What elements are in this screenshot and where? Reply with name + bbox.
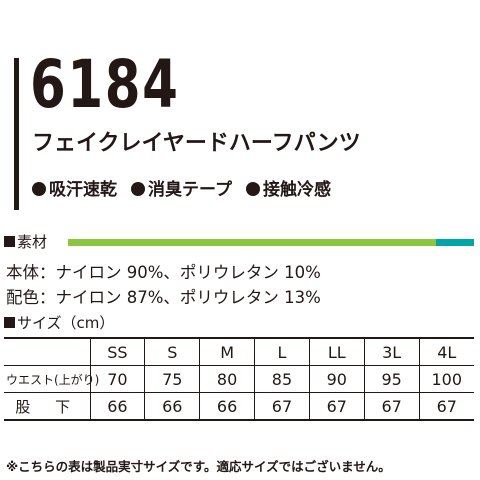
table-header-cell bbox=[4, 337, 90, 366]
table-cell: 66 bbox=[144, 392, 200, 421]
table-cell: 67 bbox=[308, 392, 365, 421]
feature-label: 消臭テープ bbox=[148, 180, 232, 200]
size-heading: サイズ（cm） bbox=[4, 313, 114, 333]
table-row: ウエスト(上がり) 70 75 80 85 90 95 100 bbox=[4, 365, 474, 393]
square-bullet-icon bbox=[4, 317, 15, 328]
table-header-row: SS S M L LL 3L 4L bbox=[4, 337, 474, 366]
table-header-cell: 3L bbox=[363, 337, 420, 366]
material-heading: 素材 bbox=[4, 232, 47, 252]
table-header-cell: LL bbox=[308, 337, 365, 366]
table-cell: 67 bbox=[363, 392, 420, 421]
accent-color-swatch bbox=[436, 239, 474, 246]
table-header-cell: L bbox=[254, 337, 310, 366]
table-cell: 66 bbox=[89, 392, 145, 421]
table-cell: 67 bbox=[418, 392, 474, 421]
row-label-inseam: 股 下 bbox=[4, 392, 90, 421]
feature-item: 接触冷感 bbox=[245, 178, 331, 202]
feature-label: 吸汗速乾 bbox=[49, 180, 117, 200]
feature-item: 吸汗速乾 bbox=[32, 178, 117, 202]
table-cell: 66 bbox=[199, 392, 255, 421]
bullet-icon bbox=[131, 182, 145, 196]
feature-list: 吸汗速乾 消臭テープ 接触冷感 bbox=[32, 178, 331, 202]
bullet-icon bbox=[32, 182, 46, 196]
feature-item: 消臭テープ bbox=[131, 178, 232, 202]
accent-bar bbox=[14, 58, 19, 210]
table-header-cell: SS bbox=[89, 337, 145, 366]
size-table: SS S M L LL 3L 4L ウエスト(上がり) 70 75 80 85 … bbox=[4, 337, 474, 421]
table-cell: 90 bbox=[308, 365, 365, 393]
product-name: フェイクレイヤードハーフパンツ bbox=[32, 131, 361, 156]
table-cell: 67 bbox=[254, 392, 310, 421]
product-code: 6184 bbox=[30, 46, 180, 123]
table-cell: 100 bbox=[418, 365, 474, 393]
table-cell: 95 bbox=[363, 365, 420, 393]
table-cell: 85 bbox=[254, 365, 310, 393]
table-row: 股 下 66 66 66 67 67 67 67 bbox=[4, 392, 474, 421]
table-cell: 70 bbox=[89, 365, 145, 393]
table-header-cell: S bbox=[144, 337, 200, 366]
material-color-bar bbox=[68, 239, 474, 246]
table-header-cell: M bbox=[199, 337, 255, 366]
material-line-body: 本体：ナイロン 90%、ポリウレタン 10% bbox=[6, 263, 321, 282]
footnote: ※こちらの表は製品実寸サイズです。適応サイズではございません。 bbox=[6, 459, 391, 474]
material-line-trim: 配色：ナイロン 87%、ポリウレタン 13% bbox=[6, 288, 321, 307]
row-label-waist: ウエスト(上がり) bbox=[4, 365, 99, 393]
feature-label: 接触冷感 bbox=[262, 180, 331, 200]
bullet-icon bbox=[245, 182, 260, 196]
table-header-cell: 4L bbox=[418, 337, 474, 366]
square-bullet-icon bbox=[4, 236, 15, 247]
main-color-swatch bbox=[68, 239, 436, 246]
size-heading-label: サイズ（cm） bbox=[17, 314, 115, 332]
material-heading-label: 素材 bbox=[17, 233, 48, 251]
table-cell: 80 bbox=[199, 365, 255, 393]
table-cell: 75 bbox=[144, 365, 200, 393]
